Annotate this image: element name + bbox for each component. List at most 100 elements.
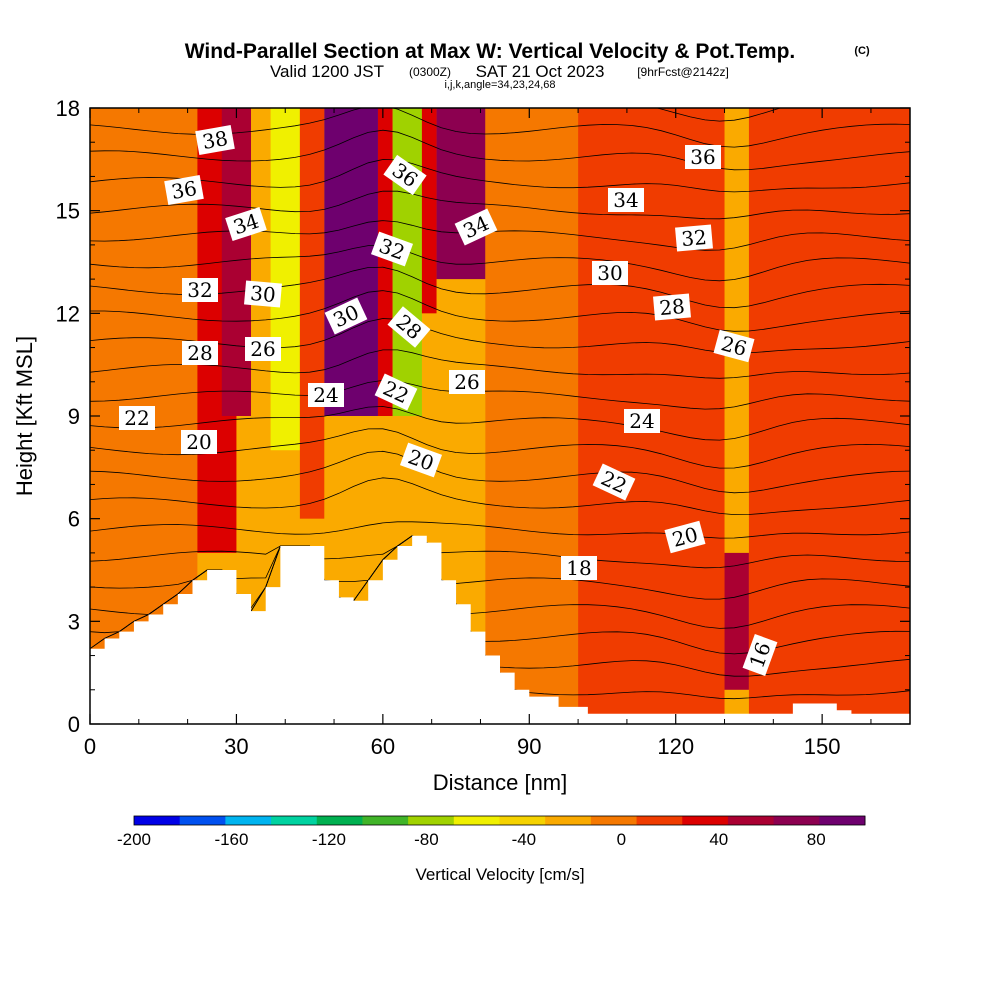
colorbar-tick-label: -80 — [414, 830, 439, 849]
theta-contour — [90, 379, 910, 410]
subtitle-fcst: [9hrFcst@2142z] — [637, 65, 729, 79]
subtitle-valid: Valid 1200 JST — [270, 62, 384, 81]
theta-contour — [90, 290, 910, 332]
subtitle-date: SAT 21 Oct 2023 — [476, 62, 605, 81]
colorbar-swatch — [362, 816, 409, 825]
colorbar-swatch — [590, 816, 638, 825]
contour-label-box — [324, 297, 368, 335]
contour-label-text: 36 — [690, 145, 715, 169]
colorbar-tick-label: -40 — [512, 830, 537, 849]
colorbar-swatch — [271, 816, 318, 825]
contour-label-box — [181, 430, 217, 454]
contour-label-text: 24 — [313, 383, 338, 407]
w-band — [299, 108, 325, 519]
contour-label-box — [675, 224, 713, 252]
y-tick-label: 9 — [68, 404, 80, 429]
contour-label: 30 — [324, 297, 368, 335]
theta-contour — [90, 129, 910, 171]
contour-label-box — [742, 633, 778, 677]
y-tick-label: 0 — [68, 712, 80, 737]
w-band — [90, 518, 130, 622]
contour-label-box — [608, 188, 644, 212]
contour-label: 24 — [624, 409, 660, 433]
contour-label: 26 — [713, 329, 755, 363]
contour-label-text: 26 — [454, 370, 479, 394]
contour-label: 36 — [164, 175, 204, 205]
x-tick-label: 30 — [224, 734, 248, 759]
colorbar — [133, 815, 866, 826]
colorbar-label: Vertical Velocity [cm/s] — [415, 865, 584, 884]
theta-contour — [90, 450, 910, 494]
colorbar-tick-label: -160 — [214, 830, 248, 849]
colorbar-swatch — [727, 816, 775, 825]
contour-label-box — [653, 293, 691, 321]
theta-contour — [90, 349, 910, 379]
y-tick-label: 12 — [56, 301, 80, 326]
colorbar-swatch — [682, 816, 729, 825]
contour-label: 18 — [561, 556, 597, 580]
contour-label-box — [399, 442, 443, 478]
subtitle-utc: (0300Z) — [409, 65, 451, 79]
contour-label: 26 — [449, 370, 485, 394]
contour-label-text: 20 — [186, 430, 211, 454]
colorbar-swatch — [499, 816, 546, 825]
contour-label: 22 — [119, 406, 155, 430]
contour-label-box — [182, 341, 218, 365]
theta-contour — [90, 406, 910, 441]
x-tick-label: 90 — [517, 734, 541, 759]
y-tick-label: 3 — [68, 609, 80, 634]
title-mark: (C) — [854, 45, 870, 57]
colorbar-tick-label: -200 — [117, 830, 151, 849]
colorbar-swatch — [316, 816, 363, 825]
contour-label-box — [449, 370, 485, 394]
colorbar-tick-label: 80 — [807, 830, 826, 849]
contour-label: 34 — [608, 188, 644, 212]
colorbar-swatch — [408, 816, 455, 825]
contour-label: 26 — [245, 337, 281, 361]
w-band — [377, 108, 393, 416]
contour-label-box — [664, 520, 706, 554]
colorbar-swatch — [545, 816, 592, 825]
contour-label-text: 26 — [250, 337, 275, 361]
index-line: i,j,k,angle=34,23,24,68 — [444, 79, 555, 91]
contour-label-box — [225, 207, 267, 241]
contour-label-box — [454, 208, 498, 246]
contour-label-box — [592, 261, 628, 285]
contour-label-text: 28 — [658, 294, 685, 320]
colorbar-swatch — [773, 816, 820, 825]
contour-label: 24 — [308, 383, 344, 407]
contour-label-box — [195, 125, 235, 155]
contour-label-text: 34 — [613, 188, 638, 212]
w-band — [748, 108, 910, 724]
y-axis-label: Height [Kft MSL] — [12, 336, 37, 496]
contour-label-text: 38 — [200, 126, 229, 154]
w-band — [221, 108, 252, 416]
contour-label-box — [164, 175, 204, 205]
colorbar-ticks: -200 -160 -120 -80 -40 0 40 80 — [117, 830, 826, 849]
contour-label-text: 32 — [187, 278, 212, 302]
contour-label-box — [374, 373, 418, 411]
x-axis-label: Distance [nm] — [433, 770, 568, 795]
x-tick-label: 120 — [657, 734, 694, 759]
contour-label-text: 30 — [597, 261, 622, 285]
contour-label: 38 — [195, 125, 235, 155]
theta-contour — [90, 535, 910, 569]
contour-label: 30 — [244, 280, 282, 308]
contour-label-box — [244, 280, 282, 308]
contour-label-box — [383, 154, 427, 196]
colorbar-tick-label: 0 — [617, 830, 626, 849]
contour-label-box — [119, 406, 155, 430]
contour-label-box — [713, 329, 755, 363]
colorbar-tick-label: 40 — [709, 830, 728, 849]
contour-label-text: 24 — [629, 409, 654, 433]
terrain-layer — [90, 535, 910, 724]
w-band — [436, 108, 486, 280]
theta-contour — [90, 190, 910, 220]
theta-contour — [90, 159, 910, 193]
contour-label-text: 30 — [249, 281, 276, 307]
colorbar-swatch — [179, 816, 226, 825]
theta-contour — [90, 244, 910, 282]
theta-contour — [90, 220, 910, 251]
contour-label-box — [308, 383, 344, 407]
